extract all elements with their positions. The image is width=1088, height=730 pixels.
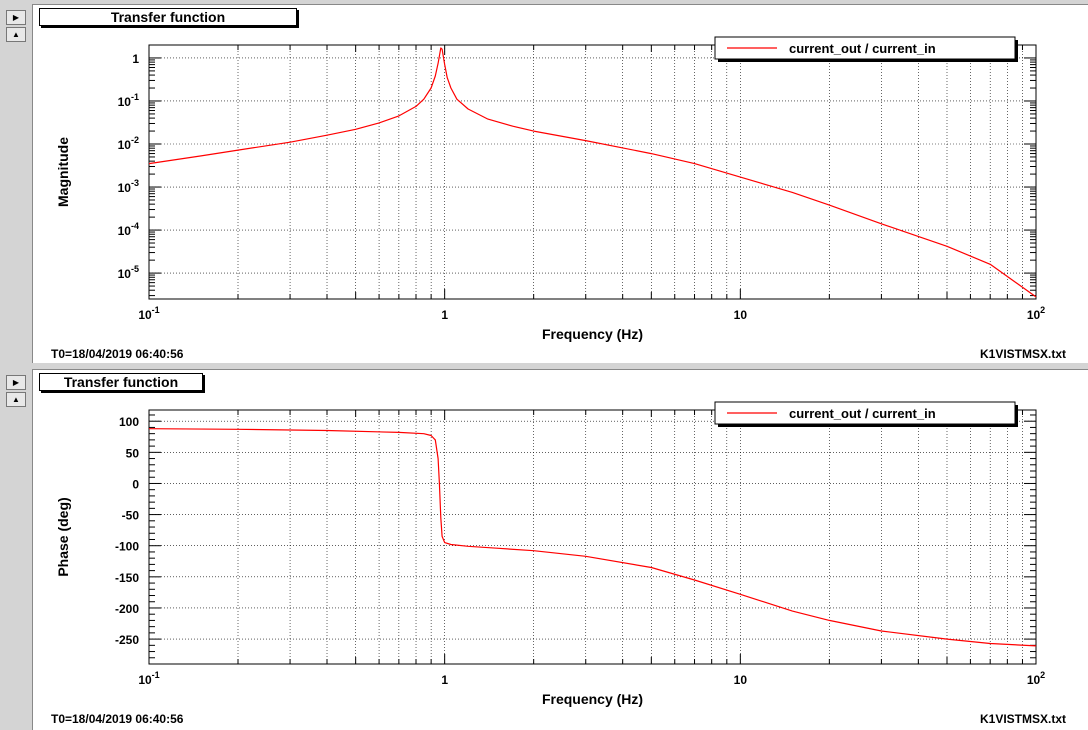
y-tick-label: -50 <box>122 509 140 523</box>
series-line <box>148 428 1037 647</box>
legend-box <box>714 36 1016 60</box>
y-tick-exponent: -3 <box>131 178 139 188</box>
y-tick-label: 100 <box>119 415 139 429</box>
y-tick-label: 10-2 <box>118 135 139 152</box>
magnitude-chart: 1 10-1 10-2 10-3 10-4 10-5 10-1 1 10 102 Frequency… <box>55 36 1045 342</box>
legend-box <box>714 401 1016 425</box>
x-tick-label: 1 <box>441 673 448 687</box>
y-tick-exponent: -1 <box>131 92 139 102</box>
y-tick-label: 10-4 <box>118 221 139 238</box>
y-tick-label: -250 <box>115 633 139 647</box>
plot-canvas: Transfer function 100 50 0 -50 -100 -150 -200 -… <box>32 369 1088 730</box>
x-axis-label: Frequency (Hz) <box>542 691 643 707</box>
panel-magnitude: ▶ ▲ Transfer function 1 10-1 10-2 10-3 10-4 1… <box>6 4 1088 363</box>
x-axis-label: Frequency (Hz) <box>542 326 643 342</box>
plot-canvas: Transfer function 1 10-1 10-2 10-3 10-4 10-5 1… <box>32 4 1088 363</box>
filename-label: K1VISTMSX.txt <box>979 712 1066 726</box>
x-tick-exponent: 2 <box>1040 670 1045 680</box>
x-tick-label: 10 <box>734 308 748 322</box>
plot-frame <box>148 409 1037 665</box>
x-tick-exponent: 2 <box>1040 305 1045 315</box>
y-tick-label: 0 <box>132 477 139 491</box>
y-tick-exponent: -2 <box>131 135 139 145</box>
y-tick-label: -200 <box>115 602 139 616</box>
x-tick-label: 10 <box>734 673 748 687</box>
expand-button[interactable]: ▶ <box>6 10 26 25</box>
legend-label: current_out / current_in <box>789 406 936 421</box>
y-tick-label: -150 <box>115 571 139 585</box>
phase-chart: 100 50 0 -50 -100 -150 -200 -250 10-1 1 10 102 Frequ… <box>55 401 1045 707</box>
y-tick-label: 50 <box>126 446 140 460</box>
panel-phase: ▶ ▲ Transfer function 100 50 0 -50 -100 -150 -… <box>0 365 1088 730</box>
filename-label: K1VISTMSX.txt <box>979 347 1066 361</box>
collapse-button[interactable]: ▲ <box>6 27 26 42</box>
timestamp-label: T0=18/04/2019 06:40:56 <box>51 712 184 726</box>
plot-title: Transfer function <box>39 373 203 391</box>
timestamp-label: T0=18/04/2019 06:40:56 <box>51 347 184 361</box>
y-tick-exponent: -5 <box>131 264 139 274</box>
y-tick-label: 1 <box>132 52 139 66</box>
plot-title: Transfer function <box>39 8 297 26</box>
x-tick-label: 102 <box>1027 305 1045 322</box>
x-tick-label: 1 <box>441 308 448 322</box>
legend-label: current_out / current_in <box>789 41 936 56</box>
plot-frame <box>148 44 1037 300</box>
plot-area <box>149 45 1036 299</box>
y-tick-label: 10-3 <box>118 178 139 195</box>
plot-area <box>149 410 1036 664</box>
y-axis-label: Magnitude <box>55 137 71 207</box>
y-tick-label: 10-5 <box>118 264 139 281</box>
x-tick-label: 102 <box>1027 670 1045 687</box>
x-tick-label: 10-1 <box>138 305 159 322</box>
x-tick-exponent: -1 <box>152 670 160 680</box>
y-tick-exponent: -4 <box>131 221 139 231</box>
y-tick-label: -100 <box>115 540 139 554</box>
x-tick-label: 10-1 <box>138 670 159 687</box>
y-tick-label: 10-1 <box>118 92 139 109</box>
x-tick-exponent: -1 <box>152 305 160 315</box>
y-axis-label: Phase (deg) <box>55 497 71 576</box>
expand-button[interactable]: ▶ <box>6 375 26 390</box>
collapse-button[interactable]: ▲ <box>6 392 26 407</box>
